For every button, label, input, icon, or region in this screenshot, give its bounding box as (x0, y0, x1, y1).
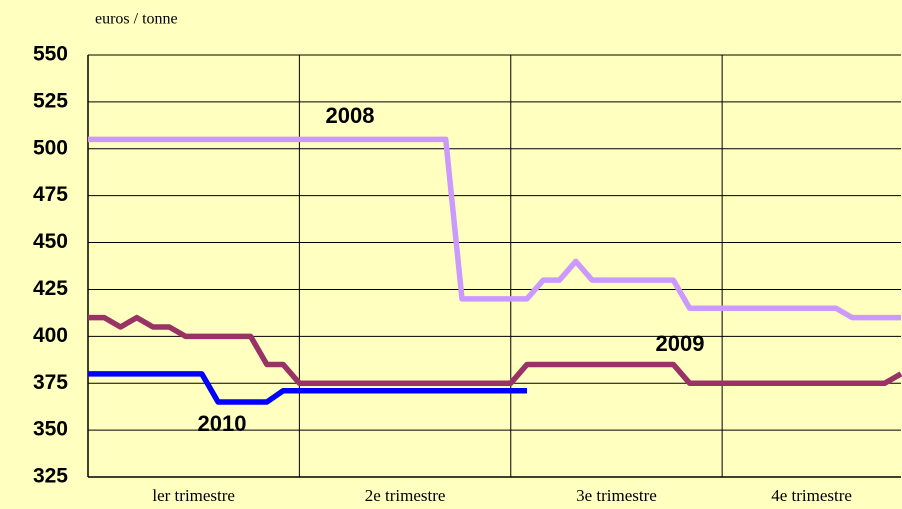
y-tick-label: 550 (33, 43, 68, 66)
series-label: 2010 (198, 411, 247, 436)
y-tick-label: 400 (33, 324, 68, 347)
x-tick-label: 2e trimestre (365, 486, 446, 505)
y-tick-label: 525 (33, 89, 68, 112)
x-tick-label: 3e trimestre (576, 486, 657, 505)
series-label: 2009 (656, 331, 705, 356)
y-axis-label: euros / tonne (95, 11, 178, 28)
y-tick-label: 325 (33, 465, 68, 488)
series-line (88, 314, 902, 386)
y-tick-label: 450 (33, 230, 68, 253)
x-tick-label: ler trimestre (152, 486, 235, 505)
y-tick-label: 425 (33, 277, 68, 300)
series-line (88, 371, 528, 405)
y-tick-label: 350 (33, 418, 68, 441)
y-tick-label: 500 (33, 136, 68, 159)
y-tick-label: 375 (33, 371, 68, 394)
x-tick-label: 4e trimestre (771, 486, 852, 505)
series-line (88, 136, 901, 321)
series-label: 2008 (326, 103, 375, 128)
y-tick-label: 475 (33, 183, 68, 206)
